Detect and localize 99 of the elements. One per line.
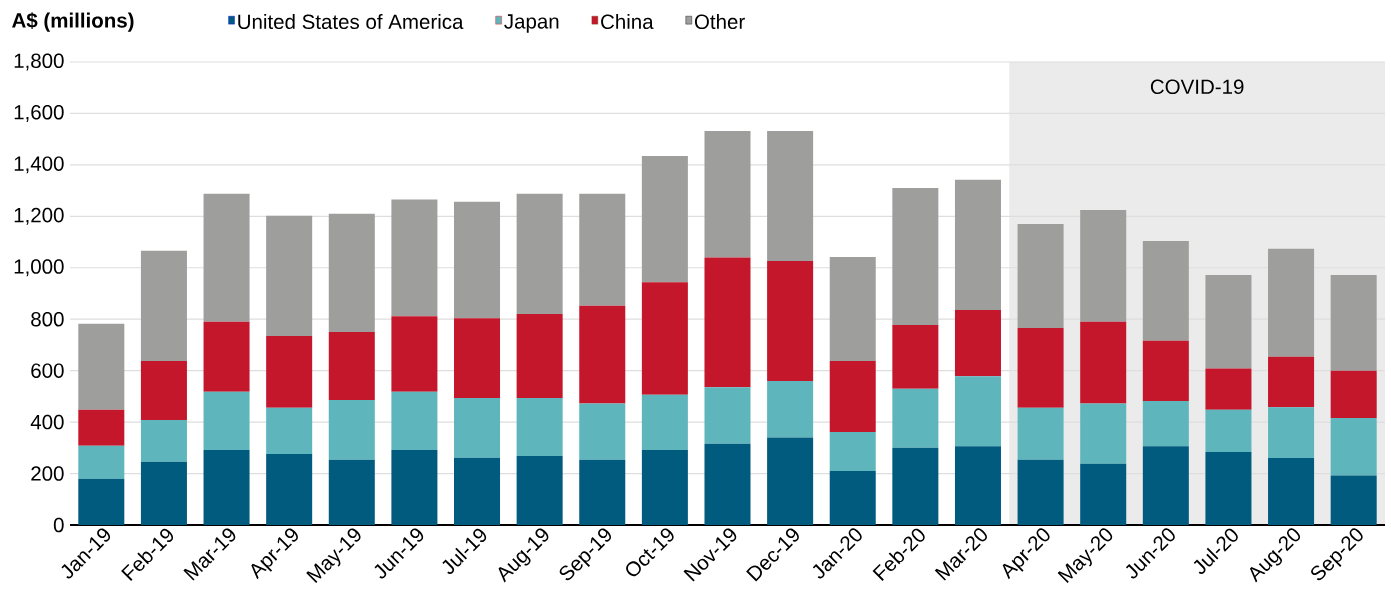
bar xyxy=(829,431,876,471)
bar xyxy=(266,454,313,525)
y-tick-label: 1,000 xyxy=(14,259,64,277)
bar xyxy=(1205,409,1252,452)
bar xyxy=(266,407,313,455)
bar xyxy=(454,318,501,398)
bar xyxy=(704,130,751,258)
bar xyxy=(140,461,187,525)
bar xyxy=(140,420,187,462)
bar xyxy=(641,449,688,525)
bar xyxy=(391,316,438,392)
bar xyxy=(516,456,563,525)
bar xyxy=(954,376,1001,447)
bar xyxy=(454,201,501,319)
bar xyxy=(579,305,626,404)
bar xyxy=(829,470,876,525)
bar xyxy=(328,459,375,525)
bar xyxy=(767,130,814,262)
legend-label: Japan xyxy=(504,14,559,33)
bar xyxy=(1142,241,1189,341)
y-tick-label: 800 xyxy=(31,311,64,327)
legend-label: United States of America xyxy=(238,14,464,30)
bar xyxy=(203,449,250,525)
bar xyxy=(203,321,250,392)
bar xyxy=(579,403,626,460)
y-tick-label: 600 xyxy=(31,363,64,378)
y-tick-label: 1,800 xyxy=(14,53,64,71)
y-tick-label: 1,400 xyxy=(14,156,64,174)
bar xyxy=(1017,327,1064,408)
bar xyxy=(954,179,1001,310)
bar xyxy=(892,324,939,389)
bar xyxy=(391,449,438,525)
bar xyxy=(1268,458,1315,525)
bar xyxy=(767,437,814,525)
bar xyxy=(704,387,751,444)
bar xyxy=(1142,446,1189,525)
bar xyxy=(1080,209,1127,322)
y-axis-title: A$ (millions) xyxy=(12,12,134,32)
y-tick-label: 1,600 xyxy=(14,104,64,122)
bar xyxy=(1330,370,1377,418)
bar xyxy=(516,193,563,315)
bar xyxy=(704,257,751,388)
bar xyxy=(641,282,688,395)
bar xyxy=(1080,321,1127,404)
bar xyxy=(391,391,438,450)
legend-label: China xyxy=(601,14,654,30)
bar xyxy=(641,155,688,283)
bar xyxy=(78,323,125,410)
y-tick-label: 1,200 xyxy=(14,207,64,225)
bar xyxy=(516,314,563,398)
bar xyxy=(78,445,125,479)
bar xyxy=(829,360,876,432)
bar xyxy=(203,193,250,322)
bar xyxy=(704,443,751,525)
y-tick-label: 200 xyxy=(31,466,64,481)
bar xyxy=(78,478,125,525)
bar xyxy=(1205,368,1252,410)
bar xyxy=(78,409,125,446)
bar xyxy=(266,335,313,408)
band-label: COVID-19 xyxy=(1150,79,1244,95)
bar xyxy=(892,388,939,448)
bar xyxy=(767,380,814,438)
y-tick-label: 400 xyxy=(30,414,64,430)
legend-label: Other xyxy=(694,14,745,30)
bar xyxy=(829,256,876,361)
bar xyxy=(1330,418,1377,476)
bar xyxy=(454,457,501,525)
bar xyxy=(328,332,375,400)
bar xyxy=(1080,463,1127,525)
bar xyxy=(1017,224,1064,328)
bar xyxy=(1268,407,1315,459)
bar xyxy=(454,397,501,458)
bar xyxy=(266,215,313,336)
bar xyxy=(1142,401,1189,447)
bar xyxy=(954,446,1001,525)
bar xyxy=(892,188,939,325)
bar xyxy=(1330,274,1377,371)
bar xyxy=(516,397,563,457)
bar xyxy=(1017,459,1064,525)
bar xyxy=(140,360,187,421)
bar xyxy=(1142,340,1189,402)
bar xyxy=(1268,248,1315,357)
bar xyxy=(641,394,688,450)
bar xyxy=(1268,356,1315,408)
bar xyxy=(1330,475,1377,525)
bar xyxy=(328,399,375,460)
bar xyxy=(391,199,438,317)
bar xyxy=(954,309,1001,377)
bar xyxy=(203,391,250,450)
bar xyxy=(892,447,939,525)
bar xyxy=(328,213,375,333)
bar xyxy=(1205,274,1252,369)
bar xyxy=(579,459,626,525)
bar xyxy=(579,193,626,306)
bar xyxy=(1017,407,1064,460)
bar xyxy=(140,250,187,361)
bar xyxy=(1205,451,1252,525)
bar xyxy=(1080,403,1127,464)
bar xyxy=(767,261,814,381)
